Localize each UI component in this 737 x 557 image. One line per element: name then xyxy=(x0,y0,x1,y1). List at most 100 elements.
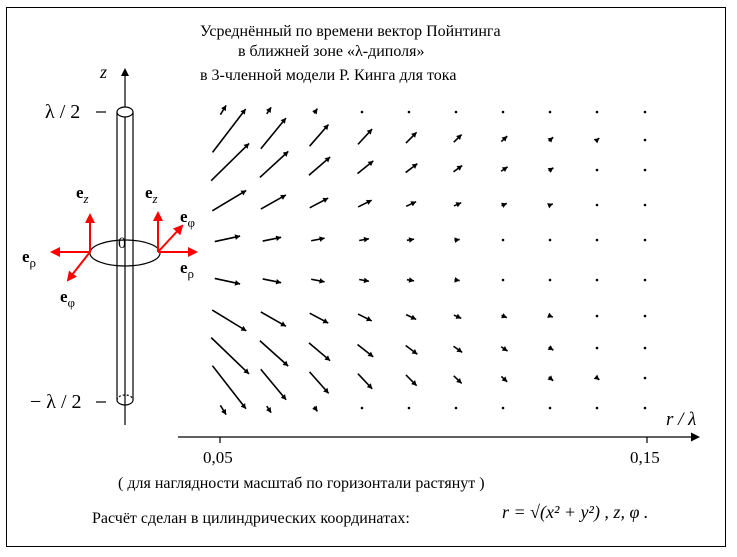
field-vector xyxy=(219,104,227,116)
field-vector xyxy=(595,406,599,410)
field-vector xyxy=(260,117,287,150)
field-vector xyxy=(595,168,599,172)
field-vector xyxy=(211,365,247,410)
field-vector xyxy=(453,164,463,173)
field-vector xyxy=(547,375,554,382)
field-vector xyxy=(214,234,241,243)
field-vector xyxy=(262,278,282,285)
e-z-left-label: ez xyxy=(76,183,89,206)
field-vector xyxy=(454,237,460,243)
field-vector xyxy=(405,313,417,321)
field-vector xyxy=(309,312,329,324)
title-line-1: Усреднённый по времени вектор Пойнтинга xyxy=(200,23,501,40)
field-vector xyxy=(406,277,415,283)
field-vector xyxy=(405,344,418,355)
field-vector xyxy=(501,238,505,242)
field-vector xyxy=(308,123,330,147)
field-vector xyxy=(259,340,289,367)
title-line-2: в ближней зоне «λ-диполя» xyxy=(238,43,425,60)
field-vector xyxy=(359,236,370,243)
r-tick-label-1: 0,05 xyxy=(203,448,233,467)
figure-frame xyxy=(6,7,726,547)
field-vector xyxy=(259,150,289,179)
field-vector xyxy=(357,373,373,390)
coordinates-note: Расчёт сделан в цилиндрических координат… xyxy=(92,510,410,527)
field-vector xyxy=(308,342,331,362)
e-phi-right-label: eφ xyxy=(180,207,195,230)
field-vector xyxy=(501,406,505,410)
coordinates-formula: r = √(x² + y²) , z, φ . xyxy=(502,502,649,522)
field-vector xyxy=(309,197,329,209)
field-vector xyxy=(210,142,250,182)
field-vector xyxy=(593,374,600,381)
field-vector xyxy=(360,406,364,410)
field-vector xyxy=(643,278,647,282)
field-vector xyxy=(501,110,505,114)
field-vector xyxy=(357,128,373,145)
field-vector xyxy=(500,375,508,383)
field-vector xyxy=(501,313,508,319)
field-vector xyxy=(643,138,647,142)
field-vector xyxy=(500,135,508,143)
field-vector xyxy=(266,106,272,115)
dipole-antenna xyxy=(116,106,134,406)
field-vector xyxy=(643,346,647,350)
field-vector xyxy=(501,202,508,208)
field-vector xyxy=(453,201,462,208)
field-vector xyxy=(593,137,600,144)
field-vector xyxy=(407,110,411,114)
field-vector xyxy=(260,311,287,327)
bottom-lambda-label: − λ / 2 xyxy=(30,391,82,413)
field-vector xyxy=(643,110,647,114)
field-vector xyxy=(643,168,647,172)
field-vector xyxy=(219,404,227,416)
field-vector xyxy=(356,160,374,175)
r-axis-label: r / λ xyxy=(666,409,696,430)
field-vector xyxy=(595,238,599,242)
field-vector xyxy=(595,346,599,350)
e-rho-right-label: eρ xyxy=(180,258,194,281)
field-vector xyxy=(211,189,247,212)
field-vector xyxy=(595,278,599,282)
field-vector xyxy=(643,203,647,207)
field-vector xyxy=(595,314,599,318)
title-line-3: в 3-членной модели Р. Кинга для тока xyxy=(200,67,457,84)
field-vector xyxy=(311,236,325,242)
field-vector xyxy=(359,277,370,284)
left-basis-vectors xyxy=(50,213,95,282)
field-vector xyxy=(548,278,552,282)
field-vector xyxy=(643,238,647,242)
field-vector xyxy=(308,371,330,394)
field-vector xyxy=(454,277,460,283)
field-vector xyxy=(211,309,247,332)
field-vector xyxy=(453,313,462,320)
field-vector xyxy=(454,110,458,114)
field-vector xyxy=(260,194,287,210)
field-vector xyxy=(357,343,374,358)
field-vector xyxy=(547,167,554,173)
field-vector xyxy=(405,131,418,144)
top-lambda-label: λ / 2 xyxy=(45,101,80,123)
field-vector xyxy=(262,235,282,242)
origin-label: 0 xyxy=(118,235,126,252)
field-vector xyxy=(308,156,331,176)
field-vector xyxy=(548,238,552,242)
field-vector xyxy=(453,133,463,143)
field-vector xyxy=(260,368,287,401)
field-vector xyxy=(501,278,505,282)
right-basis-vectors xyxy=(153,211,198,257)
field-vector xyxy=(407,406,411,410)
r-tick-label-2: 0,15 xyxy=(630,448,660,467)
field-vector xyxy=(547,345,554,351)
field-vector xyxy=(548,110,552,114)
field-vector xyxy=(311,278,325,284)
field-vector xyxy=(548,406,552,410)
field-vector xyxy=(405,162,418,174)
scale-note: ( для наглядности масштаб по горизонтали… xyxy=(118,475,485,492)
poynting-vector-field xyxy=(210,104,647,416)
field-vector xyxy=(595,110,599,114)
field-vector xyxy=(643,376,647,380)
field-vector xyxy=(360,110,364,114)
field-vector xyxy=(406,237,415,243)
